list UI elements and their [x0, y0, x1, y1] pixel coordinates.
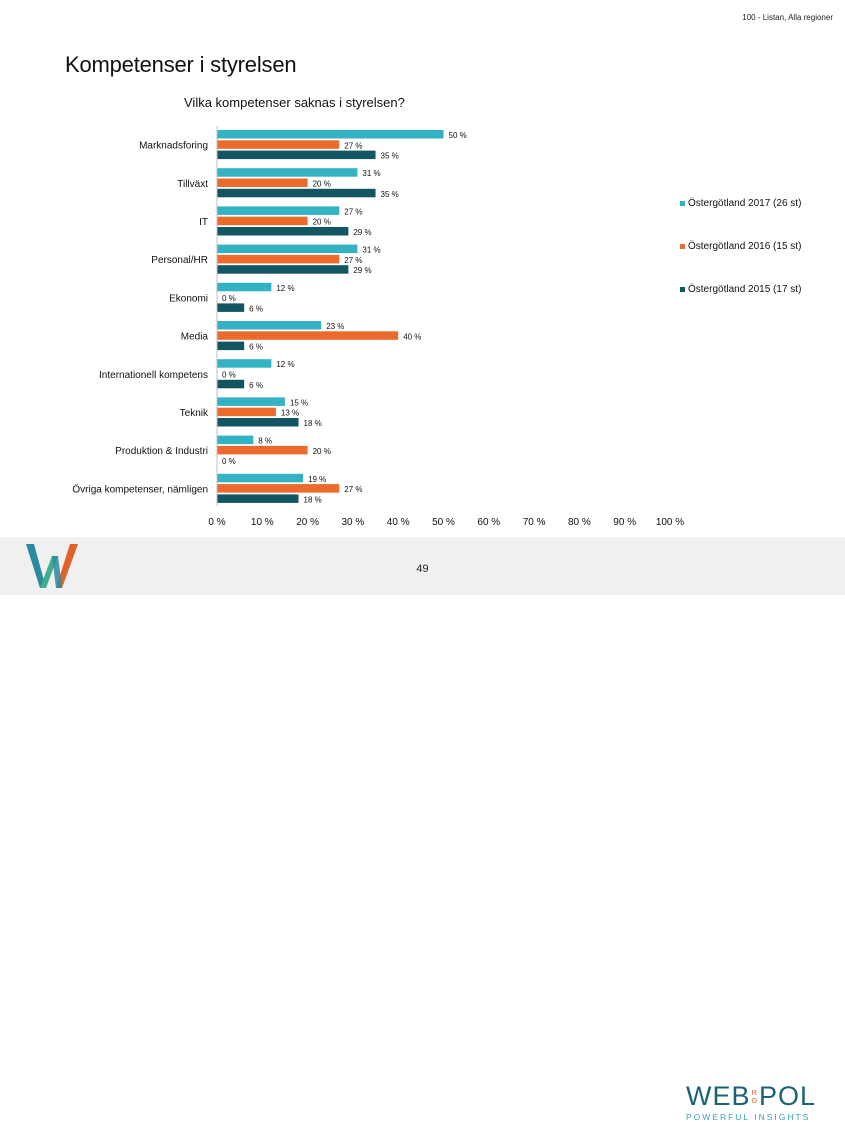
bar: [217, 418, 299, 427]
data-label: 19 %: [308, 475, 326, 484]
data-label: 23 %: [326, 322, 344, 331]
bar: [217, 341, 245, 351]
data-label: 27 %: [344, 256, 362, 265]
bar: [217, 140, 340, 149]
bar: [217, 188, 376, 198]
bar: [217, 331, 399, 340]
data-label: 50 %: [449, 131, 467, 140]
category-label: Tillväxt: [177, 179, 208, 190]
data-label: 29 %: [353, 228, 371, 237]
x-tick-label: 0 %: [208, 517, 225, 528]
data-label: 20 %: [313, 180, 331, 189]
category-label: Media: [181, 332, 209, 343]
slide-title: Kompetenser i styrelsen: [65, 52, 297, 77]
category-label: IT: [199, 217, 208, 228]
data-label: 27 %: [344, 485, 362, 494]
bar: [217, 494, 299, 503]
category-label: Internationell kompetens: [99, 370, 208, 381]
category-label: Teknik: [180, 408, 209, 419]
brand-ro-bottom: O: [751, 1097, 758, 1105]
data-label: 18 %: [304, 419, 322, 428]
data-label: 0 %: [222, 457, 236, 466]
bar: [217, 178, 308, 187]
bar: [217, 379, 245, 389]
brand-logo: WEBR OPOL POWERFUL INSIGHTS: [686, 1083, 826, 1122]
bar: [217, 254, 340, 264]
data-label: 35 %: [381, 152, 399, 161]
x-tick-label: 100 %: [656, 517, 684, 528]
data-label: 27 %: [344, 207, 362, 216]
x-tick-label: 40 %: [387, 517, 410, 528]
brand-tagline: POWERFUL INSIGHTS: [686, 1112, 811, 1122]
bar: [217, 227, 349, 236]
category-label: Ekonomi: [169, 293, 208, 304]
data-label: 31 %: [362, 246, 380, 255]
report-tag: 100 - Listan, Alla regioner: [742, 13, 833, 22]
brand-name-left: WEB: [686, 1081, 751, 1111]
bar: [217, 206, 340, 215]
data-label: 6 %: [249, 343, 263, 352]
bar: [217, 407, 276, 417]
bar-chart: Marknadsforing 50 % 27 % 35 % Tillväxt 31 % 20…: [72, 126, 801, 528]
bar: [217, 265, 349, 274]
bar: [217, 303, 245, 312]
data-label: 18 %: [304, 495, 322, 504]
data-label: 6 %: [249, 381, 263, 390]
legend-label: Östergötland 2017 (26 st): [688, 197, 801, 209]
data-label: 29 %: [353, 266, 371, 275]
page-number: 49: [416, 563, 429, 575]
category-label: Marknadsforing: [139, 141, 208, 152]
x-tick-label: 10 %: [251, 517, 274, 528]
data-label: 27 %: [344, 141, 362, 150]
data-label: 8 %: [258, 437, 272, 446]
category-label: Produktion & Industri: [115, 446, 208, 457]
data-label: 13 %: [281, 409, 299, 418]
legend-label: Östergötland 2015 (17 st): [688, 283, 801, 295]
legend-swatch: [680, 201, 685, 206]
category-label: Övriga kompetenser, nämligen: [72, 483, 208, 495]
data-label: 6 %: [249, 304, 263, 313]
bar: [217, 435, 254, 445]
brand-ro-top: R: [751, 1089, 758, 1097]
legend-swatch: [680, 244, 685, 249]
bar: [217, 150, 376, 160]
bar: [217, 168, 358, 177]
data-label: 20 %: [313, 447, 331, 456]
x-tick-label: 70 %: [523, 517, 546, 528]
w-logo-icon: [26, 544, 78, 588]
bar: [217, 282, 272, 292]
x-tick-label: 50 %: [432, 517, 455, 528]
category-label: Personal/HR: [151, 255, 208, 266]
bar: [217, 473, 304, 483]
x-tick-label: 80 %: [568, 517, 591, 528]
data-label: 31 %: [362, 169, 380, 178]
x-tick-label: 90 %: [613, 517, 636, 528]
data-label: 35 %: [381, 190, 399, 199]
bar: [217, 216, 308, 226]
bar: [217, 321, 322, 330]
data-label: 0 %: [222, 371, 236, 380]
legend-swatch: [680, 287, 685, 292]
x-tick-label: 60 %: [477, 517, 500, 528]
legend-label: Östergötland 2016 (15 st): [688, 240, 801, 252]
data-label: 12 %: [276, 360, 294, 369]
chart-title: Vilka kompetenser saknas i styrelsen?: [184, 95, 405, 110]
data-label: 20 %: [313, 218, 331, 227]
bar: [217, 130, 444, 139]
brand-name-right: POL: [758, 1081, 816, 1111]
x-tick-label: 30 %: [342, 517, 365, 528]
bar: [217, 244, 358, 254]
x-tick-label: 20 %: [296, 517, 319, 528]
bar: [217, 397, 285, 406]
bar: [217, 484, 340, 493]
bar: [217, 445, 308, 455]
data-label: 15 %: [290, 398, 308, 407]
bar: [217, 359, 272, 368]
data-label: 12 %: [276, 284, 294, 293]
data-label: 40 %: [403, 332, 421, 341]
data-label: 0 %: [222, 294, 236, 303]
